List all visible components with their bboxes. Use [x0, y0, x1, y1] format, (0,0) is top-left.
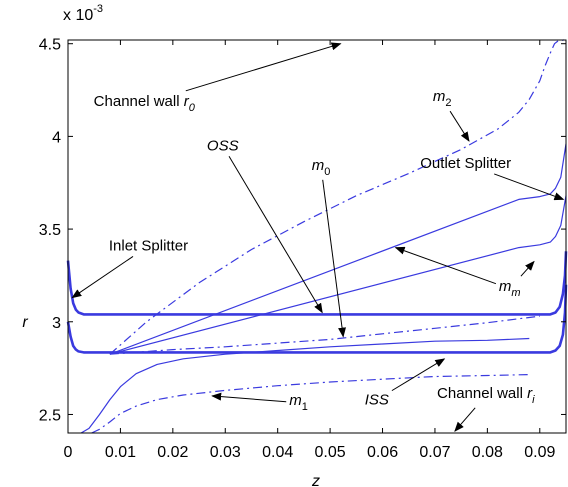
- y-axis-label: r: [22, 314, 28, 331]
- annotation-arrow: [454, 407, 476, 432]
- series-outlet-splitter-lower: [109, 195, 567, 355]
- annotation-m0: m0: [312, 157, 347, 338]
- annotation-text: m2: [433, 88, 452, 109]
- annotation-arrow-2: [520, 260, 535, 277]
- annotation-arrow: [494, 173, 565, 201]
- y-exponent-base: x 10: [63, 7, 93, 24]
- plot-frame: [67, 39, 567, 434]
- annotation-layer: Channel wall r0 m2 OSS m0 Outlet Splitter Inl…: [71, 42, 565, 432]
- series-iss: [66, 284, 568, 354]
- x-axis-label: z: [311, 473, 320, 487]
- x-tick-label: 0.05: [315, 444, 346, 461]
- series-layer: [66, 39, 568, 434]
- series-m1: [80, 337, 530, 434]
- annotation-mm: mm: [394, 246, 535, 299]
- series-m0: [109, 315, 540, 355]
- annotation-arrow: [71, 255, 134, 299]
- y-tick-label: 2.5: [39, 407, 61, 424]
- annotation-inlet-splitter: Inlet Splitter: [71, 237, 188, 299]
- annotation-arrow: [228, 156, 323, 314]
- y-tick-label: 3: [52, 315, 61, 332]
- annotation-arrow: [185, 42, 342, 92]
- annotation-arrow: [322, 179, 347, 338]
- annotation-text: Channel wall ri: [437, 385, 535, 406]
- x-tick-label: 0: [64, 444, 73, 461]
- annotation-text: Inlet Splitter: [109, 237, 188, 254]
- annotation-m1: m1: [211, 392, 308, 413]
- annotation-m2: m2: [433, 88, 470, 142]
- annotation-channel-wall-r0: Channel wall r0: [94, 42, 342, 114]
- x-tick-label: 0.02: [157, 444, 188, 461]
- annotation-iss: ISS: [365, 358, 446, 408]
- annotation-text: m0: [312, 157, 331, 178]
- annotation-outlet-splitter: Outlet Splitter: [420, 155, 565, 201]
- annotation-text: Outlet Splitter: [420, 155, 511, 172]
- annotation-arrow: [394, 246, 497, 285]
- y-exponent-label: x 10-3: [63, 3, 103, 24]
- annotation-arrow: [391, 358, 446, 392]
- annotation-arrow: [211, 392, 287, 403]
- annotation-oss: OSS: [207, 137, 323, 314]
- y-exponent-power: -3: [93, 3, 103, 15]
- series-channel-wall-ri: [91, 374, 530, 434]
- y-tick-label: 3.5: [39, 222, 61, 239]
- x-tick-label: 0.09: [524, 444, 555, 461]
- annotation-text: m1: [289, 392, 308, 413]
- x-tick-label: 0.03: [210, 444, 241, 461]
- x-tick-label: 0.08: [472, 444, 503, 461]
- tick-layer: 0 0.01 0.02 0.03 0.04 0.05 0.06 0.07 0.08 0.09 2.5…: [39, 37, 566, 461]
- y-tick-label: 4.5: [39, 37, 61, 54]
- annotation-arrow: [449, 110, 470, 142]
- x-tick-label: 0.06: [367, 444, 398, 461]
- x-tick-label: 0.07: [419, 444, 450, 461]
- x-tick-label: 0.01: [105, 444, 136, 461]
- series-outlet-splitter-upper: [109, 143, 567, 355]
- annotation-text: OSS: [207, 137, 239, 154]
- series-oss: [66, 251, 568, 316]
- y-tick-label: 4: [52, 129, 61, 146]
- annotation-channel-wall-ri: Channel wall ri: [437, 385, 535, 432]
- annotation-text: ISS: [365, 391, 389, 408]
- annotation-text: Channel wall r0: [94, 93, 196, 114]
- annotation-text: mm: [499, 278, 521, 299]
- series-m2: [109, 39, 566, 355]
- x-tick-label: 0.04: [262, 444, 293, 461]
